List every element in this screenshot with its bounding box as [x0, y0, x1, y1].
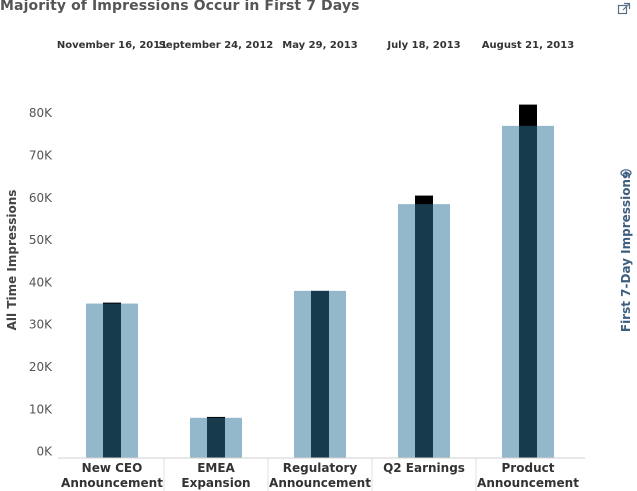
x-tick-label: Expansion: [181, 476, 250, 490]
event-date-label: November 16, 2011: [57, 40, 167, 51]
legend-eye-icon[interactable]: [620, 169, 632, 177]
bar-first-7-days[interactable]: [519, 104, 537, 459]
y-tick-label: 50K: [29, 233, 53, 247]
y-tick-label: 60K: [29, 191, 53, 205]
chart-title: Majority of Impressions Occur in First 7…: [0, 0, 360, 14]
x-tick-label: New CEO: [82, 461, 143, 475]
event-date-label: September 24, 2012: [159, 40, 274, 51]
bar-first-7-days[interactable]: [103, 302, 121, 458]
y-tick-label: 20K: [29, 360, 53, 374]
bar-first-7-days-excess[interactable]: [415, 195, 433, 205]
bar-first-7-days[interactable]: [311, 290, 329, 458]
x-tick-label: Q2 Earnings: [383, 461, 465, 475]
y-tick-label: 40K: [29, 275, 53, 289]
y-tick-label: 80K: [29, 106, 53, 120]
x-tick-label: Announcement: [477, 476, 579, 490]
x-tick-label: Announcement: [61, 476, 163, 490]
y-axis-label: All Time Impressions: [5, 190, 19, 331]
x-tick-label: Product: [502, 461, 555, 475]
y-tick-label: 70K: [29, 148, 53, 162]
bar-first-7-days-excess[interactable]: [207, 416, 225, 418]
bar-first-7-days-excess[interactable]: [519, 104, 537, 126]
y-tick-label: 0K: [36, 445, 53, 459]
external-link-icon[interactable]: [617, 2, 631, 16]
y-axis-label-right: First 7-Day Impressions: [619, 172, 633, 332]
x-tick-label: EMEA: [197, 461, 235, 475]
event-date-label: July 18, 2013: [386, 40, 460, 51]
event-date-label: August 21, 2013: [482, 40, 574, 51]
bar-first-7-days-excess[interactable]: [103, 302, 121, 304]
x-tick-label: Announcement: [269, 476, 371, 490]
y-tick-label: 30K: [29, 318, 53, 332]
event-date-label: May 29, 2013: [282, 40, 357, 51]
x-tick-label: Regulatory: [283, 461, 358, 475]
bar-first-7-days[interactable]: [415, 195, 433, 458]
y-tick-label: 10K: [29, 402, 53, 416]
bar-first-7-days[interactable]: [207, 416, 225, 458]
